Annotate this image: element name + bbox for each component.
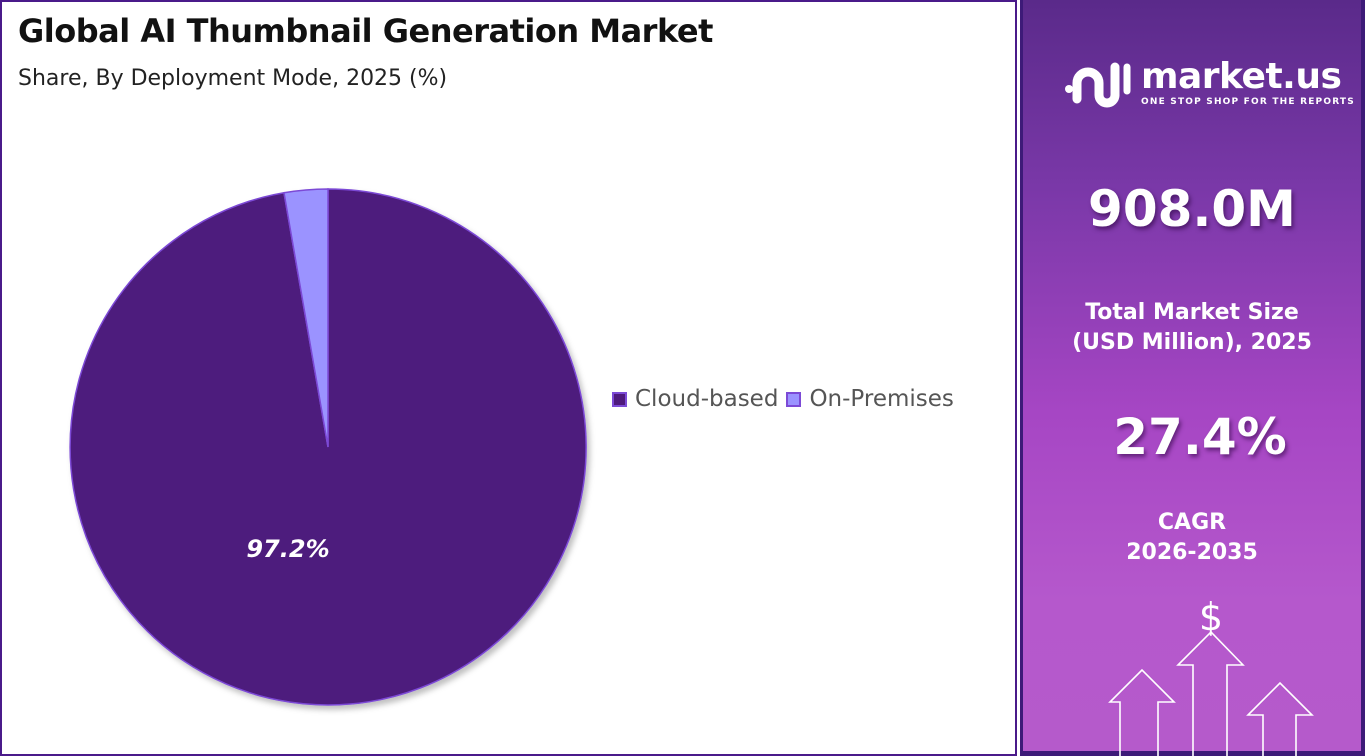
market-us-logo-icon [1065, 62, 1131, 108]
pie-slice-on-premises[interactable] [283, 188, 329, 448]
cagr-label-line2: 2026-2035 [1126, 540, 1258, 565]
chart-subtitle: Share, By Deployment Mode, 2025 (%) [18, 66, 448, 91]
chart-legend: Cloud-based On-Premises [612, 386, 962, 412]
legend-label-cloud-based: Cloud-based [635, 386, 779, 412]
legend-item-on-premises[interactable]: On-Premises [786, 386, 954, 412]
brand-tagline: ONE STOP SHOP FOR THE REPORTS [1141, 97, 1355, 107]
market-size-label-line1: Total Market Size [1085, 300, 1299, 325]
market-size-value: 908.0M [1088, 180, 1296, 238]
svg-text:$: $ [1199, 595, 1223, 639]
cagr-label-line1: CAGR [1157, 510, 1227, 535]
legend-label-on-premises: On-Premises [809, 386, 954, 412]
pie-chart: 97.2% [69, 188, 587, 706]
legend-swatch-cloud-based [612, 391, 627, 407]
chart-title: Global AI Thumbnail Generation Market [18, 12, 713, 50]
brand-name: market.us [1141, 56, 1342, 97]
pie-label-cloud-based: 97.2% [246, 535, 329, 563]
legend-swatch-on-premises [786, 391, 802, 407]
market-size-label-line2: (USD Million), 2025 [1072, 330, 1312, 355]
growth-arrows-dollar-icon: $ [1108, 595, 1314, 756]
legend-item-cloud-based[interactable]: Cloud-based [612, 386, 778, 412]
brand-logo: market.us ONE STOP SHOP FOR THE REPORTS [1063, 55, 1355, 111]
cagr-value: 27.4% [1113, 408, 1287, 466]
chart-panel: Global AI Thumbnail Generation Market Sh… [0, 0, 1017, 756]
stats-sidebar: market.us ONE STOP SHOP FOR THE REPORTS … [1020, 0, 1365, 756]
